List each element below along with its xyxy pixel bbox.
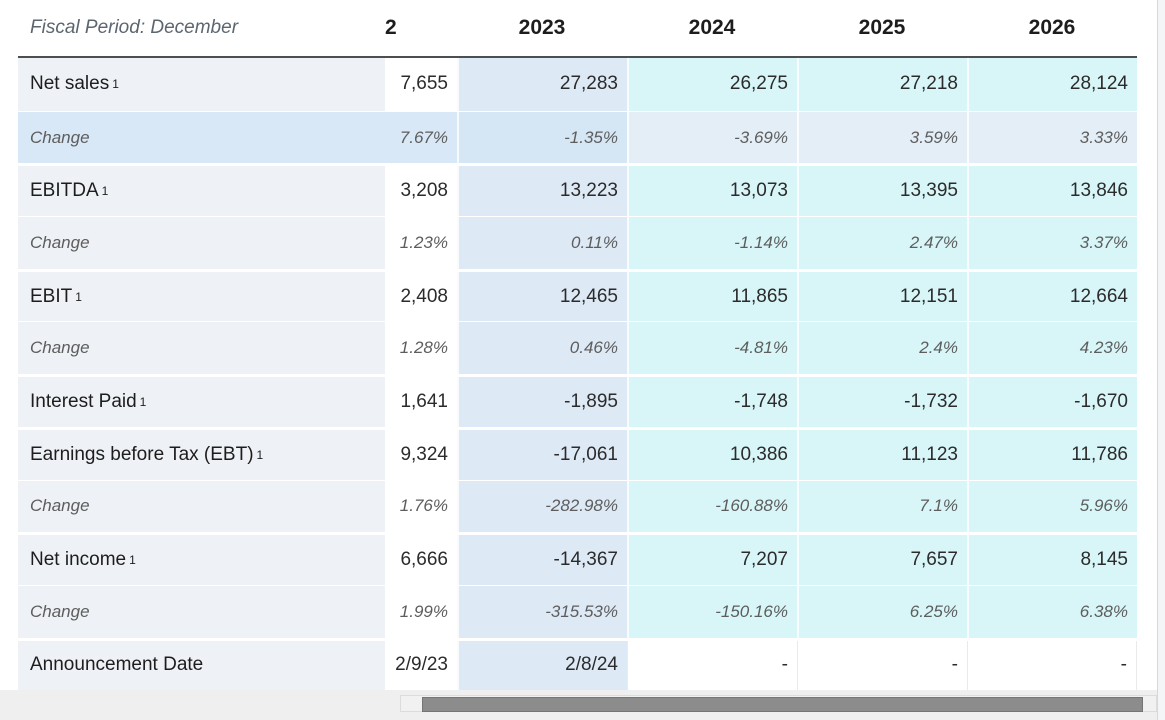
row-label: Change (18, 111, 385, 164)
value-cell: 13,223 (457, 166, 627, 217)
table-row-net-sales: Net sales 1 7,655 27,283 26,275 27,218 28… (18, 58, 1137, 111)
value-cell: 8,145 (967, 535, 1137, 585)
value-cell: 12,151 (797, 271, 967, 322)
value-cell: -1.14% (627, 217, 797, 269)
value-cell: 1.23% (385, 217, 457, 269)
value-cell: 27,218 (797, 58, 967, 111)
value-cell: 27,283 (457, 58, 627, 111)
financials-table: Fiscal Period: December 2 2023 2024 2025… (18, 0, 1137, 691)
value-cell: -17,061 (457, 429, 627, 480)
value-cell: 1.76% (385, 480, 457, 533)
vertical-scrollbar[interactable] (1157, 0, 1165, 720)
row-label: EBIT 1 (18, 271, 385, 322)
value-cell: 2.4% (797, 322, 967, 375)
value-cell: 2/8/24 (457, 640, 627, 691)
value-cell: 6,666 (385, 535, 457, 585)
value-cell: -1,895 (457, 377, 627, 427)
table-row-change-ebt: Change 1.76% -282.98% -160.88% 7.1% 5.96… (18, 479, 1137, 533)
value-cell: 11,123 (797, 429, 967, 480)
value-cell: 2/9/23 (385, 640, 457, 691)
value-cell: - (967, 640, 1137, 691)
value-cell: 10,386 (627, 429, 797, 480)
value-cell: 13,073 (627, 166, 797, 217)
row-label: Net income 1 (18, 535, 385, 585)
value-cell: 7,207 (627, 535, 797, 585)
row-label: Earnings before Tax (EBT) 1 (18, 429, 385, 480)
value-cell: 13,846 (967, 166, 1137, 217)
value-cell: 6.38% (967, 585, 1137, 638)
value-cell: -315.53% (457, 585, 627, 638)
row-label: EBITDA 1 (18, 166, 385, 217)
value-cell: 1,641 (385, 377, 457, 427)
value-cell: 2,408 (385, 271, 457, 322)
table-row-ebt: Earnings before Tax (EBT) 1 9,324 -17,061… (18, 426, 1137, 480)
value-cell: 1.99% (385, 585, 457, 638)
value-cell: 13,395 (797, 166, 967, 217)
value-cell: - (627, 640, 797, 691)
value-cell: -1,732 (797, 377, 967, 427)
value-cell: 7,655 (385, 58, 457, 111)
value-cell: 12,664 (967, 271, 1137, 322)
value-cell: 5.96% (967, 480, 1137, 533)
value-cell: -1,748 (627, 377, 797, 427)
table-row-change-ebitda: Change 1.23% 0.11% -1.14% 2.47% 3.37% (18, 216, 1137, 269)
value-cell: 3,208 (385, 166, 457, 217)
value-cell: 3.37% (967, 217, 1137, 269)
value-cell: -4.81% (627, 322, 797, 375)
value-cell: 0.11% (457, 217, 627, 269)
row-label: Change (18, 217, 385, 269)
row-label: Interest Paid 1 (18, 377, 385, 427)
year-column-header-2023: 2023 (518, 16, 566, 39)
value-cell: 4.23% (967, 322, 1137, 375)
value-cell: 1.28% (385, 322, 457, 375)
year-column-header-2022-clipped: 2 (385, 16, 397, 39)
table-header-row: Fiscal Period: December 2 2023 2024 2025… (18, 0, 1137, 58)
year-column-header-2026: 2026 (1028, 16, 1076, 39)
table-row-announcement-date: Announcement Date 2/9/23 2/8/24 - - - (18, 637, 1137, 691)
fiscal-period-label: Fiscal Period: December (30, 17, 239, 38)
row-label: Change (18, 480, 385, 533)
value-cell: 9,324 (385, 429, 457, 480)
value-cell: -282.98% (457, 480, 627, 533)
value-cell: - (797, 640, 967, 691)
value-cell: 0.46% (457, 322, 627, 375)
value-cell: 11,865 (627, 271, 797, 322)
value-cell: -1,670 (967, 377, 1137, 427)
value-cell: 28,124 (967, 58, 1137, 111)
value-cell: 7.67% (385, 111, 457, 164)
value-cell: 7,657 (797, 535, 967, 585)
row-label: Change (18, 322, 385, 375)
table-row-change-net-income: Change 1.99% -315.53% -150.16% 6.25% 6.3… (18, 584, 1137, 638)
value-cell: -160.88% (627, 480, 797, 533)
horizontal-scrollbar-thumb[interactable] (422, 697, 1143, 712)
value-cell: 3.33% (967, 111, 1137, 164)
year-column-header-2024: 2024 (688, 16, 736, 39)
value-cell: -14,367 (457, 535, 627, 585)
value-cell: -1.35% (457, 111, 627, 164)
table-row-net-income: Net income 1 6,666 -14,367 7,207 7,657 8,… (18, 532, 1137, 585)
value-cell: -150.16% (627, 585, 797, 638)
row-label: Change (18, 585, 385, 638)
year-column-header-2025: 2025 (858, 16, 906, 39)
table-row-ebit: EBIT 1 2,408 12,465 11,865 12,151 12,664 (18, 268, 1137, 322)
table-row-ebitda: EBITDA 1 3,208 13,223 13,073 13,395 13,84… (18, 163, 1137, 217)
table-row-interest-paid: Interest Paid 1 1,641 -1,895 -1,748 -1,73… (18, 374, 1137, 427)
value-cell: 2.47% (797, 217, 967, 269)
value-cell: 12,465 (457, 271, 627, 322)
value-cell: 26,275 (627, 58, 797, 111)
table-row-change-net-sales: Change 7.67% -1.35% -3.69% 3.59% 3.33% (18, 110, 1137, 164)
horizontal-scrollbar[interactable] (400, 695, 1157, 712)
value-cell: -3.69% (627, 111, 797, 164)
row-label: Announcement Date (18, 640, 385, 691)
value-cell: 7.1% (797, 480, 967, 533)
value-cell: 3.59% (797, 111, 967, 164)
value-cell: 6.25% (797, 585, 967, 638)
value-cell: 11,786 (967, 429, 1137, 480)
table-row-change-ebit: Change 1.28% 0.46% -4.81% 2.4% 4.23% (18, 321, 1137, 375)
row-label: Net sales 1 (18, 58, 385, 111)
